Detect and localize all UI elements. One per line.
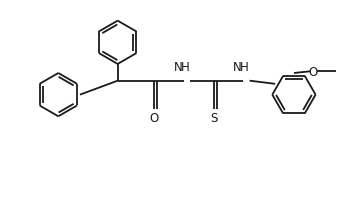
- Text: N: N: [233, 61, 242, 74]
- Text: S: S: [210, 112, 217, 125]
- Text: H: H: [240, 61, 249, 74]
- Text: O: O: [150, 112, 159, 125]
- Text: N: N: [174, 61, 183, 74]
- Text: O: O: [309, 66, 318, 78]
- Text: H: H: [181, 61, 189, 74]
